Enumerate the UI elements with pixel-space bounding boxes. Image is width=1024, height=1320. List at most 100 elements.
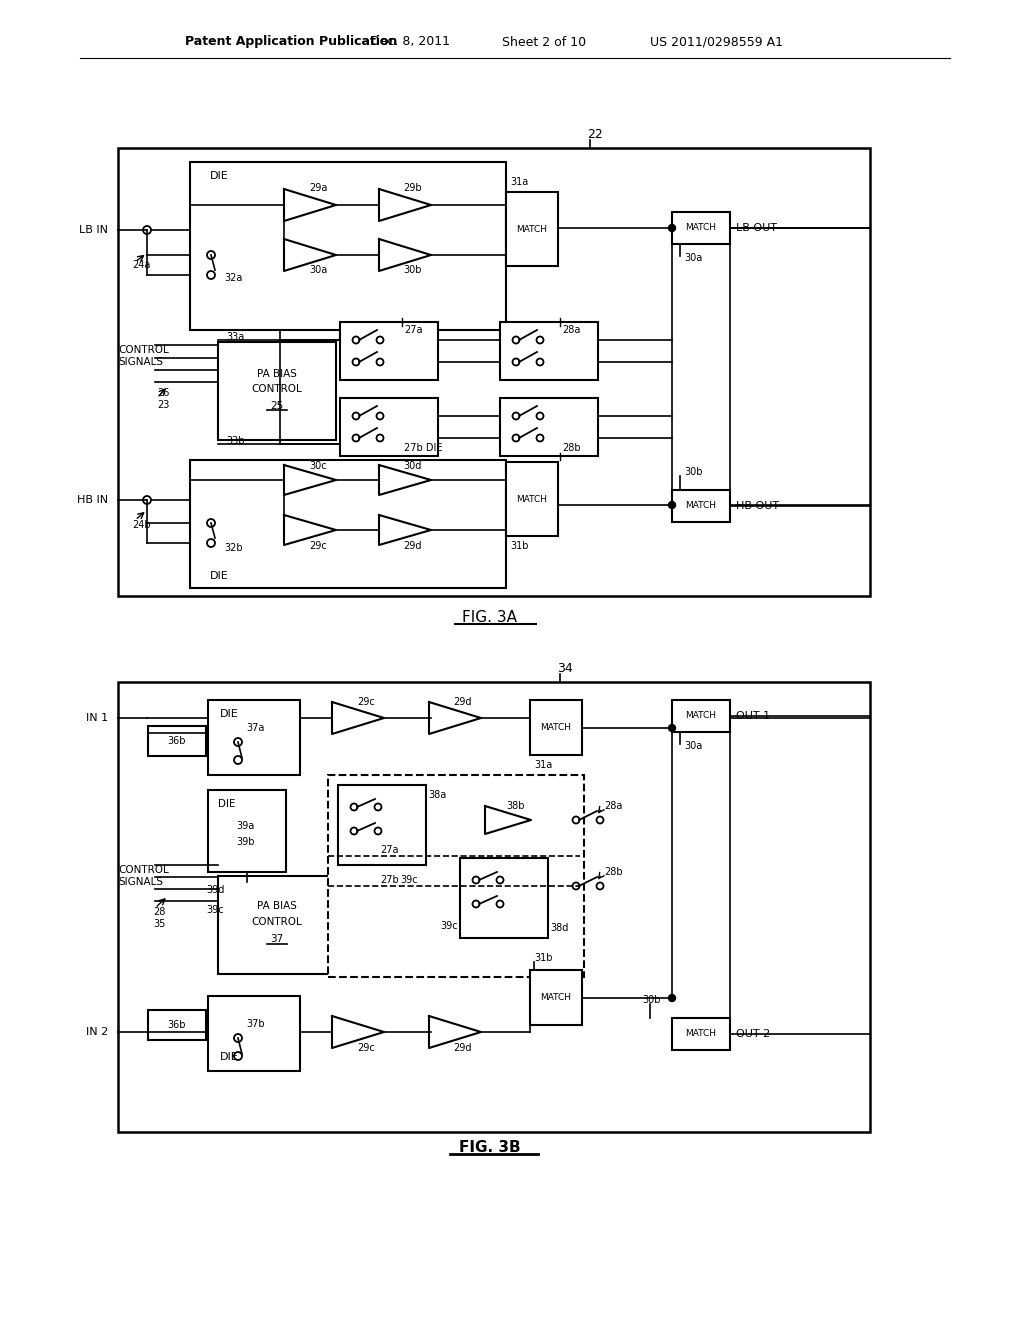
Text: 32a: 32a [224,273,243,282]
Text: LB IN: LB IN [79,224,108,235]
Text: IN 2: IN 2 [86,1027,108,1038]
Text: MATCH: MATCH [685,223,717,232]
Text: 27b: 27b [380,875,398,884]
Text: Sheet 2 of 10: Sheet 2 of 10 [502,36,586,49]
Text: MATCH: MATCH [541,723,571,733]
Text: 39b: 39b [236,837,255,847]
Text: 31a: 31a [510,177,528,187]
Bar [500,322,598,380]
Text: 29a: 29a [309,183,328,193]
Text: CONTROL: CONTROL [118,865,169,875]
Text: Patent Application Publication: Patent Application Publication [185,36,397,49]
Bar [118,682,870,1133]
Text: DIE: DIE [210,172,228,181]
Text: 26: 26 [157,388,169,399]
Text: 39d: 39d [206,884,224,895]
Text: DIE: DIE [220,1052,239,1063]
Text: 28b: 28b [604,867,623,876]
Circle shape [669,502,676,508]
Text: 28a: 28a [604,801,623,810]
Text: 38d: 38d [550,923,568,933]
Bar [190,162,506,330]
Text: 30a: 30a [684,253,702,263]
Text: 39c: 39c [400,875,418,884]
Text: 38a: 38a [428,789,446,800]
Bar [672,490,730,521]
Text: HB IN: HB IN [77,495,108,506]
Circle shape [669,725,676,731]
Text: 30a: 30a [309,265,327,275]
Text: US 2011/0298559 A1: US 2011/0298559 A1 [650,36,783,49]
Text: 31b: 31b [510,541,528,550]
Text: PA BIAS: PA BIAS [257,902,297,911]
Text: MATCH: MATCH [685,711,717,721]
Bar [190,459,506,587]
Text: CONTROL: CONTROL [252,384,302,393]
Text: 39a: 39a [236,821,254,832]
Text: 29c: 29c [357,697,375,708]
Text: 29c: 29c [309,541,327,550]
Text: 37b: 37b [246,1019,264,1030]
Text: MATCH: MATCH [685,502,717,511]
Text: 30b: 30b [684,467,702,477]
Bar [500,399,598,455]
Text: OUT 1: OUT 1 [736,711,770,721]
Bar [506,191,558,267]
Bar [672,213,730,244]
Text: 38b: 38b [507,801,525,810]
Text: OUT 2: OUT 2 [736,1030,770,1039]
Text: 37: 37 [270,935,284,944]
Circle shape [669,994,676,1002]
Bar [530,700,582,755]
Bar [340,322,438,380]
Text: 29d: 29d [454,1043,472,1053]
Text: 31b: 31b [534,953,553,964]
Bar [208,997,300,1071]
Text: 22: 22 [587,128,603,140]
Text: 29d: 29d [403,541,422,550]
Text: 25: 25 [270,401,284,411]
Text: 31a: 31a [534,760,552,770]
Text: LB OUT: LB OUT [736,223,777,234]
Bar [460,858,548,939]
Text: MATCH: MATCH [685,1030,717,1039]
Text: DIE: DIE [220,709,239,719]
Text: PA BIAS: PA BIAS [257,370,297,379]
Bar [338,785,426,865]
Text: 30d: 30d [403,461,422,471]
Bar [118,148,870,597]
Text: 29b: 29b [403,183,422,193]
Text: 34: 34 [557,661,572,675]
Text: MATCH: MATCH [516,495,548,503]
Text: 29c: 29c [357,1043,375,1053]
Text: CONTROL: CONTROL [252,917,302,927]
Bar [148,1010,206,1040]
Bar [328,775,584,977]
Text: IN 1: IN 1 [86,713,108,723]
Text: SIGNALS: SIGNALS [118,876,163,887]
Text: 30c: 30c [309,461,327,471]
Bar [340,399,438,455]
Text: DIE: DIE [210,572,228,581]
Text: 28: 28 [153,907,165,917]
Text: Dec. 8, 2011: Dec. 8, 2011 [370,36,450,49]
Text: 28a: 28a [562,325,581,335]
Text: HB OUT: HB OUT [736,502,779,511]
Text: MATCH: MATCH [516,224,548,234]
Text: 28b: 28b [562,444,581,453]
Bar [208,789,286,873]
Text: 27a: 27a [380,845,398,855]
Text: 37a: 37a [246,723,264,733]
Bar [530,970,582,1026]
Bar [506,462,558,536]
Text: 29d: 29d [454,697,472,708]
Bar [208,700,300,775]
Text: 30b: 30b [403,265,422,275]
Bar [218,342,336,440]
Text: 27b DIE: 27b DIE [404,444,442,453]
Text: 27a: 27a [404,325,423,335]
Bar [672,700,730,733]
Text: 23: 23 [157,400,169,411]
Bar [148,726,206,756]
Text: 36b: 36b [168,737,186,746]
